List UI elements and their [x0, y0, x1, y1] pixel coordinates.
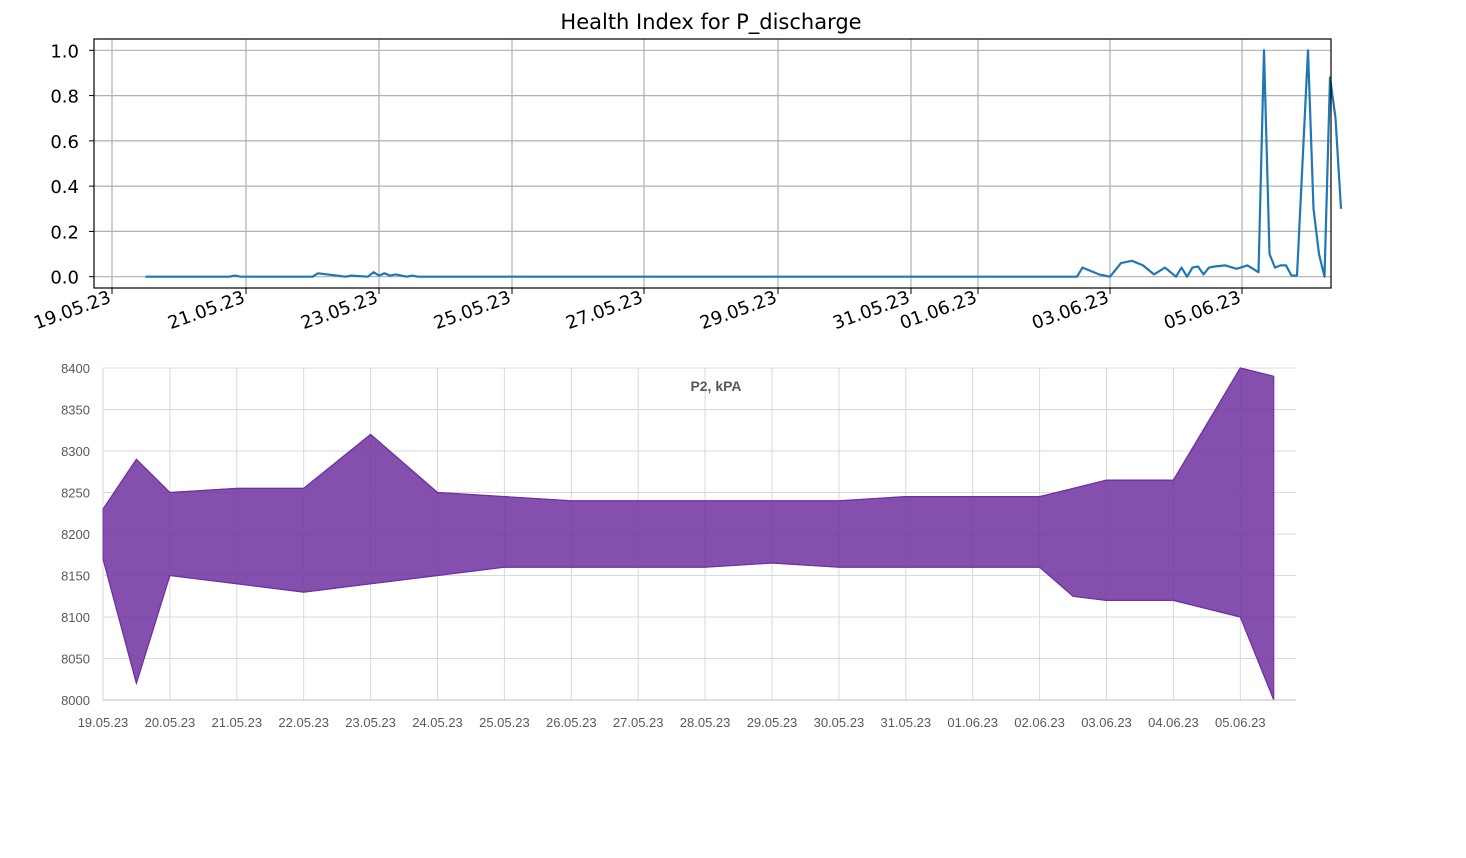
- health-index-x-axis: 19.05.23 21.05.23 23.05.23 25.05.23 27.05.23…: [31, 287, 1244, 334]
- p2-x-tick-label: 20.05.23: [145, 715, 196, 730]
- p2-x-tick-label: 24.05.23: [412, 715, 463, 730]
- p2-x-tick-label: 28.05.23: [680, 715, 731, 730]
- p2-x-tick-label: 31.05.23: [880, 715, 931, 730]
- p2-pressure-chart: P2, kPA 8000 8050 8100 8150 8200 8250 8300 8350…: [61, 361, 1296, 730]
- p2-x-tick-label: 01.06.23: [947, 715, 998, 730]
- p2-y-axis: 8000 8050 8100 8150 8200 8250 8300 8350 8400: [61, 361, 90, 708]
- p2-y-tick-label: 8250: [61, 486, 90, 501]
- p2-x-tick-label: 22.05.23: [278, 715, 329, 730]
- p2-title: P2, kPA: [690, 378, 741, 394]
- p2-x-tick-label: 21.05.23: [211, 715, 262, 730]
- p2-x-tick-label: 26.05.23: [546, 715, 597, 730]
- health-index-series: [145, 49, 1343, 278]
- p2-y-tick-label: 8150: [61, 569, 90, 584]
- health-index-grid: [94, 39, 1331, 288]
- p2-x-tick-label: 04.06.23: [1148, 715, 1199, 730]
- p2-y-tick-label: 8350: [61, 403, 90, 418]
- health-index-y-tick-label: 0.4: [50, 177, 79, 198]
- p2-x-axis: 19.05.23 20.05.23 21.05.23 22.05.23 23.05.23…: [78, 715, 1266, 730]
- p2-y-tick-label: 8050: [61, 652, 90, 667]
- p2-y-tick-label: 8200: [61, 527, 90, 542]
- health-index-x-tick-label: 03.06.23: [1029, 287, 1112, 334]
- p2-x-tick-label: 23.05.23: [345, 715, 396, 730]
- p2-x-tick-label: 30.05.23: [814, 715, 865, 730]
- health-index-title: Health Index for P_discharge: [560, 10, 861, 35]
- health-index-chart: Health Index for P_discharge 0.00.20.40.…: [31, 10, 1343, 334]
- health-index-x-tick-label: 27.05.23: [563, 287, 646, 334]
- health-index-y-tick-label: 0.2: [50, 222, 79, 243]
- health-index-x-tick-label: 23.05.23: [298, 287, 381, 334]
- health-index-x-tick-label: 05.06.23: [1161, 287, 1244, 334]
- p2-x-tick-label: 05.06.23: [1215, 715, 1266, 730]
- health-index-x-tick-label: 21.05.23: [165, 287, 248, 334]
- health-index-y-tick-label: 0.8: [50, 87, 79, 108]
- health-index-x-tick-label: 01.06.23: [897, 287, 980, 334]
- p2-x-tick-label: 03.06.23: [1081, 715, 1132, 730]
- health-index-x-tick-label: 29.05.23: [697, 287, 780, 334]
- p2-y-tick-label: 8300: [61, 444, 90, 459]
- p2-lower-envelope: [102, 558, 1275, 701]
- health-index-y-axis: 0.0 0.2 0.4 0.6 0.8 1.0: [50, 41, 94, 289]
- p2-x-tick-label: 27.05.23: [613, 715, 664, 730]
- p2-x-tick-label: 02.06.23: [1014, 715, 1065, 730]
- p2-signal-band: [102, 367, 1275, 701]
- p2-y-tick-label: 8100: [61, 610, 90, 625]
- health-index-x-tick-label: 19.05.23: [31, 287, 114, 334]
- health-index-plot-frame: [93, 38, 1332, 289]
- p2-series: [102, 367, 1275, 701]
- health-index-x-tick-label: 25.05.23: [431, 287, 514, 334]
- health-index-y-tick-label: 0.6: [50, 132, 79, 153]
- p2-y-tick-label: 8000: [61, 693, 90, 708]
- health-index-x-tick-label: 31.05.23: [830, 287, 913, 334]
- p2-x-tick-label: 29.05.23: [747, 715, 798, 730]
- p2-y-tick-label: 8400: [61, 361, 90, 376]
- p2-x-tick-label: 25.05.23: [479, 715, 530, 730]
- health-index-y-tick-label: 1.0: [50, 41, 79, 62]
- health-index-line: [145, 49, 1343, 278]
- health-index-y-tick-label: 0.0: [50, 268, 79, 289]
- p2-x-tick-label: 19.05.23: [78, 715, 129, 730]
- p2-upper-envelope: [102, 367, 1274, 510]
